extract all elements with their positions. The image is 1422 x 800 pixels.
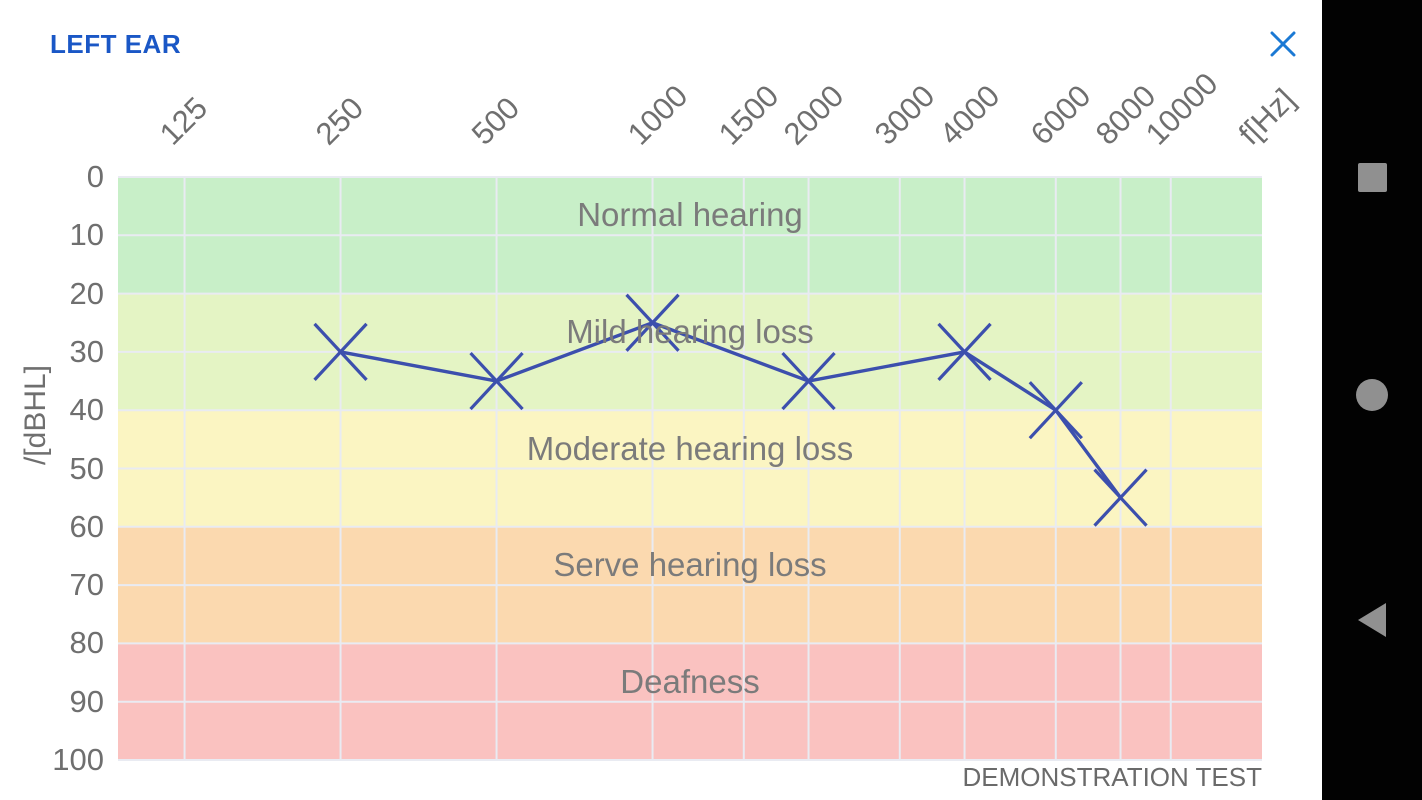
x-axis-tick-label: 1500 bbox=[711, 78, 786, 152]
audiogram-plot bbox=[118, 176, 1262, 761]
recents-square-icon bbox=[1357, 162, 1387, 192]
x-axis-tick-label: 125 bbox=[152, 90, 214, 152]
x-axis-tick-label: 1000 bbox=[620, 78, 694, 152]
x-axis-tick-label: 250 bbox=[308, 90, 370, 152]
audiogram-panel: LEFT EAR 0 10 20 30 40 50 60 70 80 90 100 125 250 500… bbox=[0, 0, 1322, 800]
x-marker[interactable] bbox=[313, 322, 368, 381]
y-axis-tick-label: 70 bbox=[69, 567, 104, 603]
hearing-zone-label: Serve hearing loss bbox=[553, 546, 827, 584]
x-marker[interactable] bbox=[781, 351, 836, 411]
recents-button[interactable] bbox=[1322, 147, 1422, 207]
y-axis-tick-label: 10 bbox=[69, 217, 104, 253]
y-axis-tick-label: 100 bbox=[52, 742, 104, 777]
y-axis-tick-label: 0 bbox=[86, 159, 104, 194]
x-axis-unit-label: f[Hz] bbox=[1231, 81, 1302, 152]
x-marker[interactable] bbox=[1028, 381, 1083, 440]
page-title: LEFT EAR bbox=[50, 29, 182, 59]
hearing-zone-label: Moderate hearing loss bbox=[526, 429, 854, 467]
back-triangle-icon bbox=[1358, 603, 1386, 637]
x-marker[interactable] bbox=[1093, 468, 1148, 527]
x-axis-tick-label: 4000 bbox=[932, 78, 1006, 152]
y-axis-title: /[dBHL] bbox=[19, 364, 52, 466]
y-axis-tick-label: 50 bbox=[69, 450, 104, 486]
close-button[interactable] bbox=[1256, 20, 1310, 68]
x-marker[interactable] bbox=[469, 351, 524, 411]
hearing-zone-label: Deafness bbox=[620, 662, 760, 700]
home-button[interactable] bbox=[1322, 365, 1422, 425]
hearing-zone-label: Normal hearing bbox=[577, 196, 803, 234]
x-axis-tick-label: 2000 bbox=[776, 78, 850, 152]
y-axis-tick-label: 80 bbox=[69, 625, 104, 661]
y-axis-tick-label: 90 bbox=[69, 683, 104, 719]
audiogram-chart[interactable]: 0 10 20 30 40 50 60 70 80 90 100 125 250 500 1000 1500 2… bbox=[0, 0, 1322, 800]
close-icon bbox=[1270, 31, 1296, 57]
home-circle-icon bbox=[1356, 379, 1388, 411]
y-axis-tick-label: 40 bbox=[69, 392, 104, 428]
y-axis-tick-label: 60 bbox=[69, 508, 104, 544]
x-axis-tick-label: 6000 bbox=[1023, 78, 1098, 152]
hearing-zone-label: Mild hearing loss bbox=[566, 312, 814, 350]
demo-test-label: DEMONSTRATION TEST bbox=[962, 762, 1263, 792]
android-navigation-bar bbox=[1322, 0, 1422, 800]
y-axis-tick-label: 20 bbox=[69, 275, 104, 311]
x-axis-tick-label: 3000 bbox=[867, 78, 942, 152]
y-axis-tick-label: 30 bbox=[69, 333, 104, 369]
back-button[interactable] bbox=[1322, 590, 1422, 650]
x-axis-tick-label: 500 bbox=[464, 90, 526, 152]
x-marker[interactable] bbox=[625, 293, 680, 352]
x-marker[interactable] bbox=[937, 322, 992, 381]
